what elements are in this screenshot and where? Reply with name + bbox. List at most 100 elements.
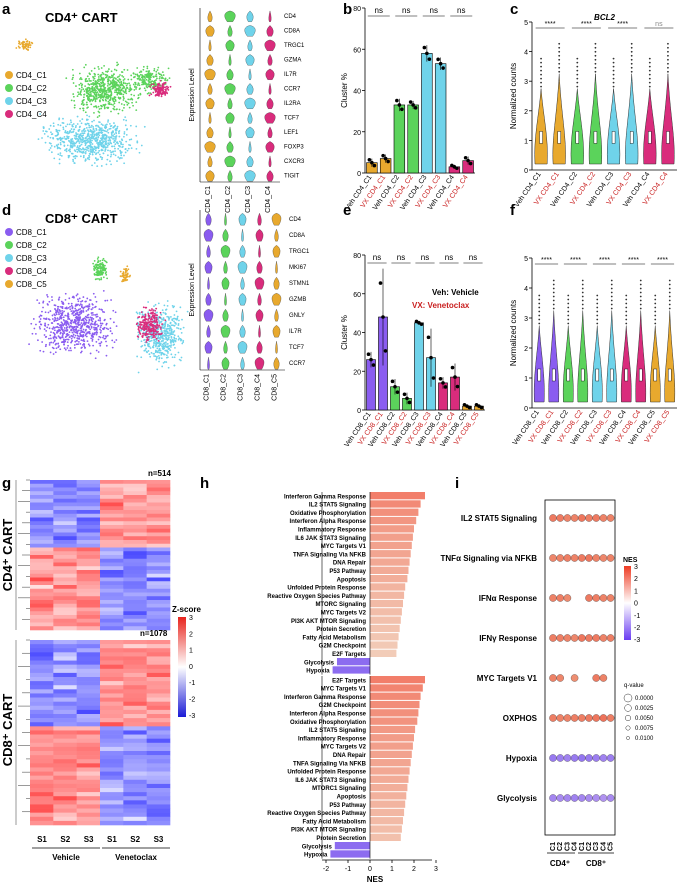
umap-point [120, 143, 123, 146]
umap-point [92, 79, 95, 82]
umap-point [142, 306, 145, 309]
umap-point [71, 307, 74, 309]
umap-point [129, 86, 132, 89]
nes-bar [370, 558, 410, 566]
nes-bar [370, 783, 408, 792]
umap-point [114, 154, 117, 157]
umap-point [112, 79, 115, 82]
umap-point [101, 309, 104, 311]
umap-point [74, 334, 77, 337]
umap-point [149, 347, 152, 349]
heatmap-cell [30, 517, 54, 522]
dotplot-dot [578, 794, 586, 802]
umap-point [136, 77, 139, 80]
umap-point [92, 292, 95, 295]
umap-point [114, 91, 116, 94]
heatmap-cell [53, 783, 77, 789]
umap-point [112, 82, 114, 85]
panel-letter-e: e [343, 202, 351, 219]
umap-point [55, 130, 58, 133]
umap-point [79, 134, 82, 137]
data-point [383, 156, 388, 161]
umap-point [76, 151, 79, 153]
umap-point [123, 78, 126, 80]
umap-point [49, 147, 52, 149]
heatmap-cell [53, 640, 77, 645]
umap-point [41, 137, 43, 139]
heatmap-cell [30, 816, 54, 822]
qvalue-title: q-value [624, 683, 644, 689]
umap-point [72, 326, 75, 328]
heatmap-cell [100, 718, 124, 723]
umap-point [96, 98, 98, 100]
dotplot-col-label: C3 [564, 842, 571, 851]
heatmap-cell [53, 588, 77, 593]
umap-point [152, 315, 155, 317]
umap-point [156, 69, 159, 71]
umap-point [93, 67, 96, 70]
umap-point [82, 318, 84, 321]
umap-point [95, 349, 98, 352]
umap-point [113, 102, 116, 105]
boxplot-mark [537, 368, 541, 382]
umap-point [91, 151, 93, 153]
umap-point [80, 84, 83, 87]
umap-point [98, 308, 101, 311]
heatmap-cell [53, 796, 77, 801]
tick-label: 60 [353, 47, 361, 54]
umap-point [82, 328, 85, 331]
umap-point [138, 326, 140, 329]
sig-label: **** [570, 257, 581, 264]
dotplot-dot [563, 594, 572, 602]
umap-point [91, 143, 94, 145]
heatmap-cell [76, 517, 101, 522]
gene-label: IL7R [289, 329, 302, 335]
umap-point [162, 339, 165, 342]
umap-point [84, 334, 87, 337]
umap-point [120, 92, 123, 95]
pathway-label: Fatty Acid Metabolism [303, 819, 366, 825]
umap-point [118, 157, 121, 160]
dotplot-dot [599, 714, 608, 722]
umap-point [145, 332, 148, 335]
umap-point [66, 347, 69, 349]
umap-point [98, 149, 101, 152]
umap-point [72, 321, 75, 324]
umap-point [138, 151, 141, 154]
nes-bar [370, 608, 402, 616]
umap-point [99, 156, 102, 158]
heatmap-cell [30, 588, 54, 593]
umap-point [78, 150, 81, 153]
umap-point [163, 91, 166, 94]
umap-point [67, 333, 70, 336]
heatmap-cell [146, 820, 171, 826]
umap-point [143, 75, 146, 78]
heatmap-cell [123, 730, 147, 735]
umap-point [164, 349, 167, 352]
umap-point [173, 364, 176, 367]
violin-mark [228, 126, 232, 138]
umap-point [82, 109, 85, 112]
umap-point [59, 141, 62, 144]
umap-point [158, 349, 161, 351]
heatmap-cell [146, 751, 171, 756]
heatmap-cell [76, 788, 101, 793]
violin-mark [227, 97, 233, 109]
umap-point [99, 316, 101, 319]
umap-point [84, 329, 87, 332]
umap-point [108, 79, 110, 82]
heatmap-cell [100, 551, 124, 556]
umap-point [166, 338, 169, 341]
umap-point [63, 145, 66, 147]
umap-point [59, 152, 62, 155]
umap-point [145, 350, 148, 353]
umap-point [61, 137, 64, 140]
pathway-label: Inflammatory Response [298, 736, 367, 742]
sample-label: S1 [37, 835, 47, 844]
umap-point [72, 82, 75, 84]
tick-label: 2 [524, 346, 528, 353]
heatmap-cell [53, 722, 77, 727]
heatmap-cell [76, 491, 101, 496]
heatmap-cell [100, 746, 124, 752]
umap-point [91, 164, 93, 167]
